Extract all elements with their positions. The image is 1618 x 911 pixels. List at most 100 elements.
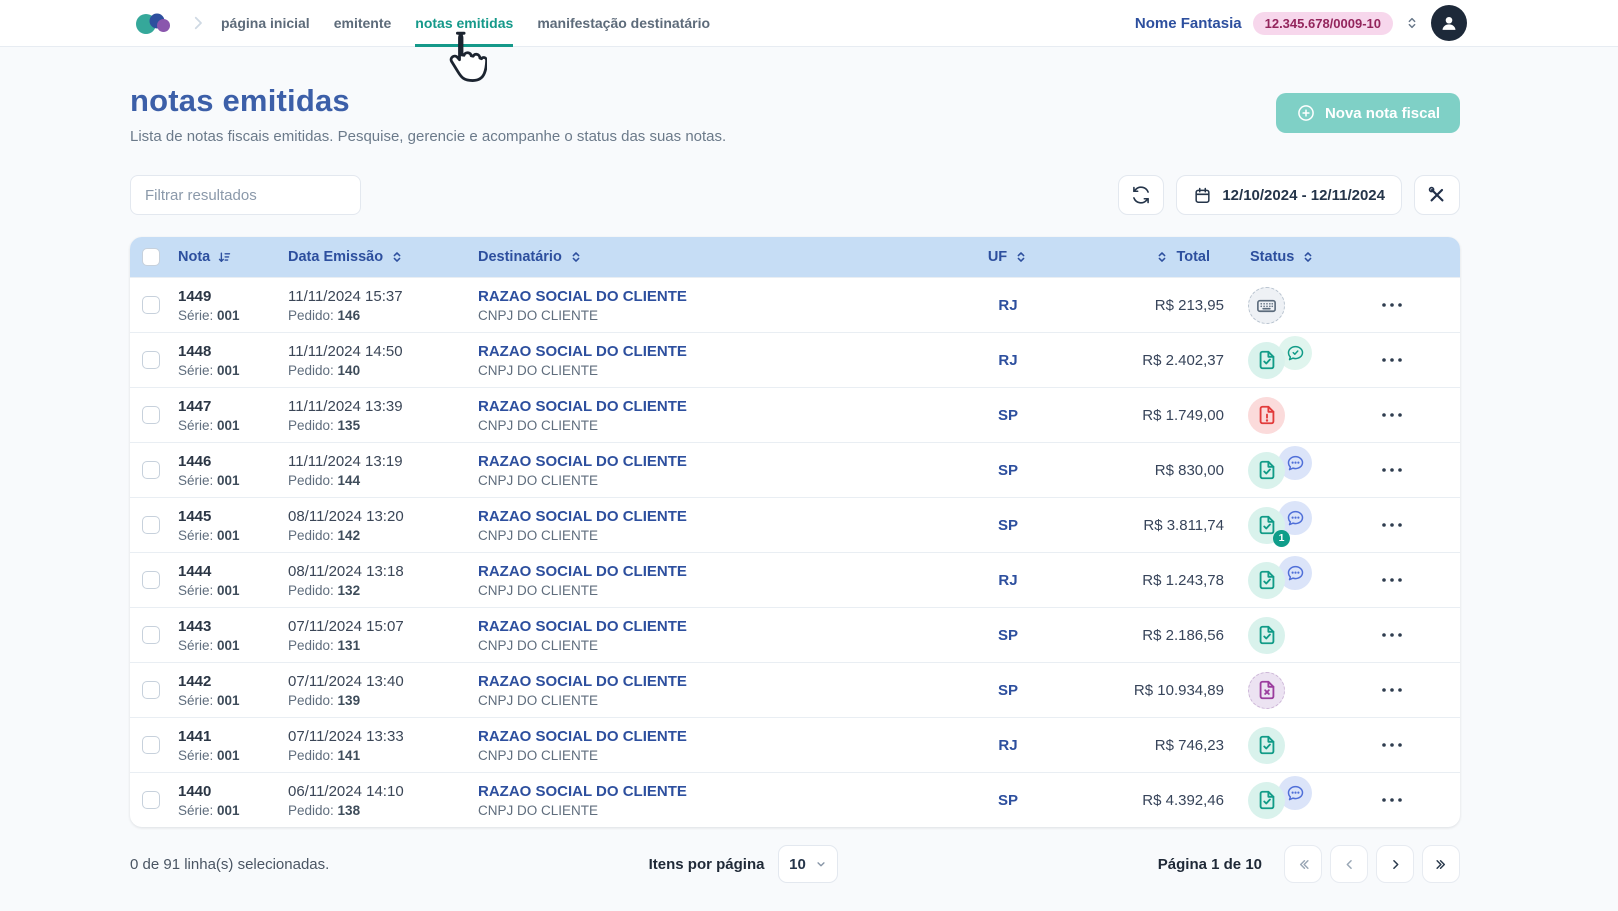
status-document-alert-icon[interactable] (1248, 396, 1285, 434)
page-subtitle: Lista de notas fiscais emitidas. Pesquis… (130, 128, 727, 145)
status-document-check-icon[interactable] (1248, 726, 1285, 764)
emission-date: 11/11/2024 13:19 (288, 452, 403, 470)
previous-page-button[interactable] (1330, 845, 1368, 883)
new-invoice-button[interactable]: Nova nota fiscal (1275, 93, 1460, 133)
row-checkbox[interactable] (142, 296, 160, 314)
app-logo[interactable] (133, 9, 173, 37)
row-checkbox[interactable] (142, 571, 160, 589)
row-checkbox[interactable] (142, 516, 160, 534)
table-settings-button[interactable] (1414, 175, 1460, 215)
refresh-button[interactable] (1118, 175, 1165, 215)
table-body: 1449 Série: 001 11/11/2024 15:37 Pedido:… (130, 277, 1460, 827)
filter-input[interactable] (130, 175, 361, 215)
row-actions-button[interactable] (1375, 406, 1409, 424)
order-number: Pedido: 141 (288, 747, 361, 763)
refresh-icon (1131, 185, 1151, 205)
status-document-check-icon[interactable]: 1 (1248, 506, 1290, 547)
row-checkbox[interactable] (142, 791, 160, 809)
ellipsis-icon (1381, 412, 1403, 418)
status-document-check-icon[interactable] (1248, 341, 1285, 379)
ellipsis-icon (1381, 357, 1403, 363)
company-switcher-icon[interactable] (1404, 15, 1420, 31)
row-actions-button[interactable] (1375, 626, 1409, 644)
status-document-check-icon[interactable] (1248, 451, 1285, 489)
emission-date: 11/11/2024 15:37 (288, 287, 403, 305)
table-row: 1443 Série: 001 07/11/2024 15:07 Pedido:… (130, 607, 1460, 662)
chevrons-right-icon (1434, 857, 1449, 872)
nav-item-notas-emitidas[interactable]: notas emitidas (415, 0, 514, 47)
ellipsis-icon (1381, 632, 1403, 638)
row-actions-button[interactable] (1375, 681, 1409, 699)
nav-item-manifestacao-destinatario[interactable]: manifestação destinatário (537, 15, 711, 31)
cnpj-badge[interactable]: 12.345.678/0009-10 (1252, 11, 1393, 35)
chevron-right-icon (1388, 857, 1403, 872)
row-checkbox[interactable] (142, 406, 160, 424)
items-per-page-select[interactable]: 10 (778, 845, 839, 883)
row-checkbox[interactable] (142, 626, 160, 644)
breadcrumb-chevron-icon (189, 14, 207, 32)
uf-value: SP (997, 626, 1018, 644)
recipient-document: CNPJ DO CLIENTE (478, 692, 599, 708)
total-value: R$ 3.811,74 (1143, 516, 1224, 534)
select-all-checkbox[interactable] (142, 248, 160, 266)
column-header-uf[interactable]: UF (958, 249, 1058, 265)
row-actions-button[interactable] (1375, 351, 1409, 369)
uf-value: RJ (998, 571, 1018, 589)
emission-cell: 07/11/2024 15:07 Pedido: 131 (288, 618, 478, 653)
table-row: 1446 Série: 001 11/11/2024 13:19 Pedido:… (130, 442, 1460, 497)
column-header-status[interactable]: Status (1228, 249, 1323, 265)
row-checkbox[interactable] (142, 461, 160, 479)
nota-serie: Série: 001 (178, 582, 240, 598)
recipient-document: CNPJ DO CLIENTE (478, 362, 599, 378)
table-row: 1442 Série: 001 07/11/2024 13:40 Pedido:… (130, 662, 1460, 717)
nota-cell: 1441 Série: 001 (178, 728, 288, 763)
emission-cell: 11/11/2024 14:50 Pedido: 140 (288, 343, 478, 378)
status-keyboard-icon[interactable] (1248, 286, 1285, 324)
nav-item-emitente[interactable]: emitente (333, 15, 392, 31)
row-checkbox[interactable] (142, 681, 160, 699)
emission-date: 07/11/2024 13:40 (288, 672, 404, 690)
recipient-cell: RAZAO SOCIAL DO CLIENTE CNPJ DO CLIENTE (478, 398, 958, 433)
nav-item-pagina-inicial[interactable]: página inicial (221, 15, 310, 31)
user-avatar[interactable] (1431, 5, 1467, 41)
emission-cell: 11/11/2024 13:39 Pedido: 135 (288, 398, 478, 433)
recipient-cell: RAZAO SOCIAL DO CLIENTE CNPJ DO CLIENTE (478, 673, 958, 708)
total-value: R$ 1.243,78 (1142, 571, 1224, 589)
order-number: Pedido: 132 (288, 582, 361, 598)
row-actions-button[interactable] (1375, 571, 1409, 589)
column-header-data-emissao[interactable]: Data Emissão (288, 249, 478, 265)
recipient-document: CNPJ DO CLIENTE (478, 582, 599, 598)
recipient-name: RAZAO SOCIAL DO CLIENTE (478, 397, 687, 415)
row-checkbox[interactable] (142, 351, 160, 369)
row-actions-button[interactable] (1375, 516, 1409, 534)
uf-value: RJ (998, 296, 1018, 314)
row-actions-button[interactable] (1375, 736, 1409, 754)
status-document-check-icon[interactable] (1248, 561, 1285, 599)
table-row: 1441 Série: 001 07/11/2024 13:33 Pedido:… (130, 717, 1460, 772)
row-actions-button[interactable] (1375, 461, 1409, 479)
date-range-button[interactable]: 12/10/2024 - 12/11/2024 (1176, 175, 1402, 215)
row-actions-button[interactable] (1375, 296, 1409, 314)
column-header-total[interactable]: Total (1058, 249, 1228, 265)
recipient-name: RAZAO SOCIAL DO CLIENTE (478, 507, 687, 525)
recipient-document: CNPJ DO CLIENTE (478, 802, 599, 818)
table-row: 1447 Série: 001 11/11/2024 13:39 Pedido:… (130, 387, 1460, 442)
status-document-cancel-icon[interactable] (1248, 671, 1285, 709)
status-cell (1228, 446, 1323, 489)
chevrons-left-icon (1296, 857, 1311, 872)
status-document-check-icon[interactable] (1248, 616, 1285, 654)
row-actions-button[interactable] (1375, 791, 1409, 809)
column-header-nota[interactable]: Nota (178, 249, 288, 265)
recipient-name: RAZAO SOCIAL DO CLIENTE (478, 782, 687, 800)
row-checkbox[interactable] (142, 736, 160, 754)
column-header-destinatario[interactable]: Destinatário (478, 249, 958, 265)
status-document-check-icon[interactable] (1248, 781, 1285, 819)
last-page-button[interactable] (1422, 845, 1460, 883)
nota-number: 1447 (178, 397, 212, 415)
status-cell: 1 (1228, 501, 1323, 547)
sort-icon (1014, 250, 1028, 264)
first-page-button[interactable] (1284, 845, 1322, 883)
order-number: Pedido: 135 (288, 417, 361, 433)
status-cell (1228, 616, 1323, 654)
next-page-button[interactable] (1376, 845, 1414, 883)
